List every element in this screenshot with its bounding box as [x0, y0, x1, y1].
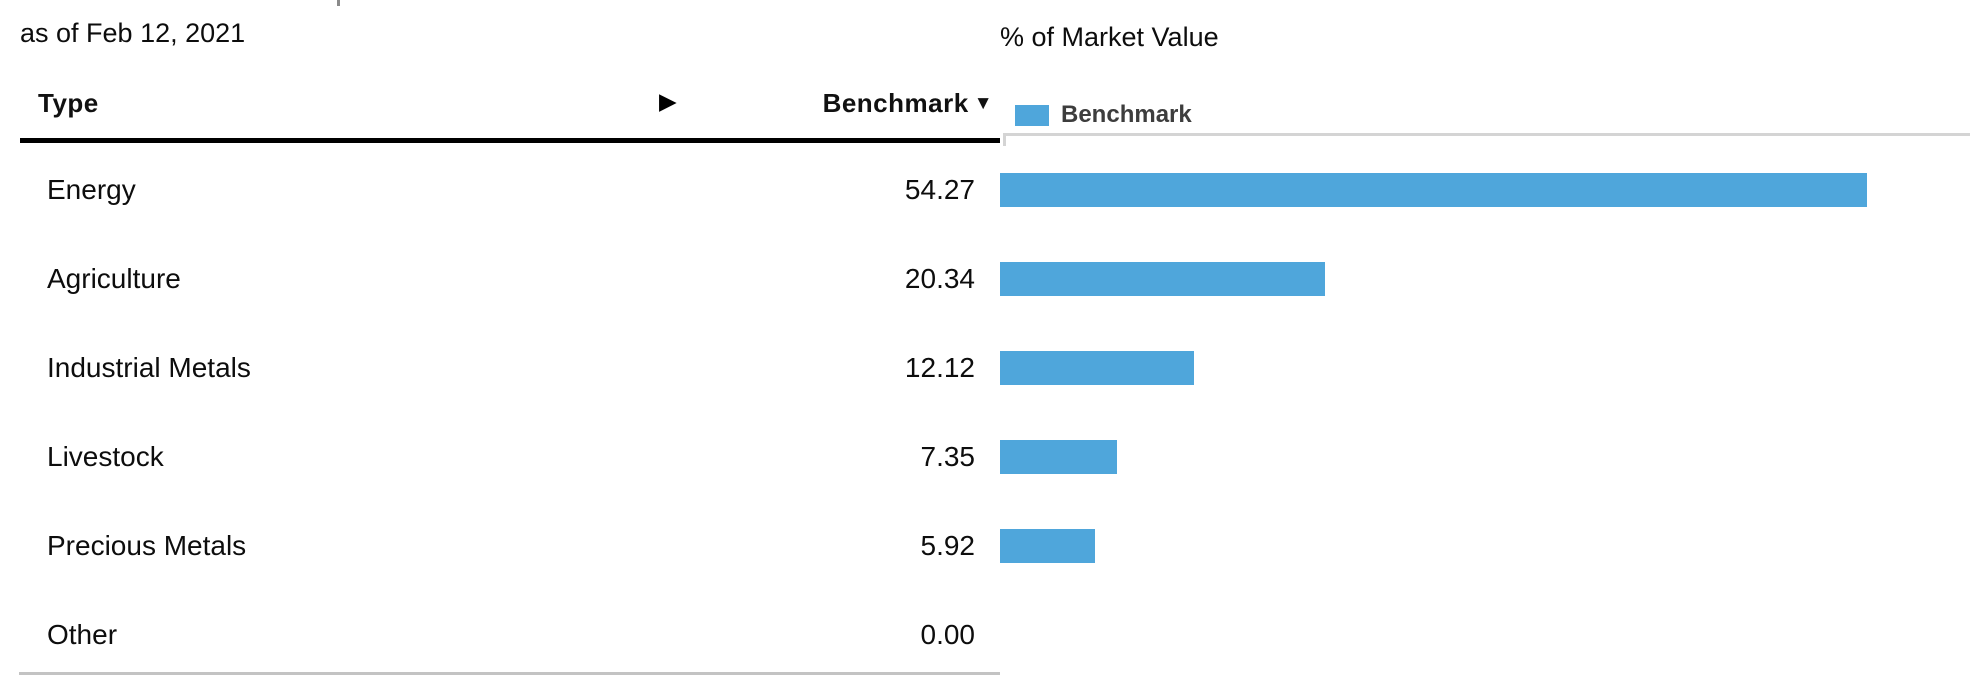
column-header-benchmark[interactable]: Benchmark ▼	[823, 88, 993, 119]
bar-slot	[1000, 590, 1958, 679]
expand-arrow-icon[interactable]: ▶	[659, 88, 677, 114]
table-row: Livestock 7.35	[0, 412, 1000, 501]
row-benchmark-value: 20.34	[904, 262, 975, 294]
column-header-type: Type	[38, 88, 99, 118]
row-type-label: Other	[47, 618, 118, 650]
bar-chart-bars	[1000, 145, 1958, 679]
chart-title: % of Market Value	[1000, 22, 1219, 52]
bar-slot	[1000, 323, 1958, 412]
table-row: Other 0.00	[0, 590, 1000, 679]
table-row: Agriculture 20.34	[0, 234, 1000, 323]
benchmark-bar	[1000, 350, 1194, 385]
row-type-label: Industrial Metals	[47, 351, 251, 383]
row-benchmark-value: 54.27	[904, 173, 975, 205]
table-bottom-border	[19, 672, 1000, 675]
bar-slot	[1000, 234, 1958, 323]
benchmark-header-label: Benchmark	[822, 88, 969, 118]
row-type-label: Precious Metals	[47, 529, 247, 561]
table-header: Type ▶ Benchmark ▼	[0, 0, 1000, 145]
bar-slot	[1000, 501, 1958, 590]
table-body: Energy 54.27 Agriculture 20.34 Industria…	[0, 145, 1000, 679]
row-benchmark-value: 7.35	[920, 440, 976, 472]
chart-legend: Benchmark	[1015, 101, 1192, 129]
chart-axis-tick	[1003, 133, 1006, 146]
benchmark-bar	[1000, 261, 1325, 296]
benchmark-bar	[1000, 528, 1095, 563]
cropped-title-glyph	[337, 0, 340, 6]
table-row: Precious Metals 5.92	[0, 501, 1000, 590]
bar-slot	[1000, 412, 1958, 501]
row-benchmark-value: 12.12	[904, 351, 975, 383]
row-benchmark-value: 0.00	[920, 618, 976, 650]
legend-label: Benchmark	[1061, 101, 1192, 128]
row-type-label: Agriculture	[47, 262, 181, 294]
table-row: Industrial Metals 12.12	[0, 323, 1000, 412]
sort-desc-icon: ▼	[973, 92, 993, 114]
row-benchmark-value: 5.92	[920, 529, 976, 561]
chart-top-border	[1003, 133, 1970, 136]
header-divider	[20, 138, 1000, 143]
legend-swatch	[1015, 104, 1049, 126]
table-row: Energy 54.27	[0, 145, 1000, 234]
row-type-label: Livestock	[47, 440, 164, 472]
benchmark-bar	[1000, 439, 1118, 474]
benchmark-bar	[1000, 172, 1867, 207]
row-type-label: Energy	[47, 173, 136, 205]
as-of-date: as of Feb 12, 2021	[20, 18, 246, 48]
bar-slot	[1000, 145, 1958, 234]
